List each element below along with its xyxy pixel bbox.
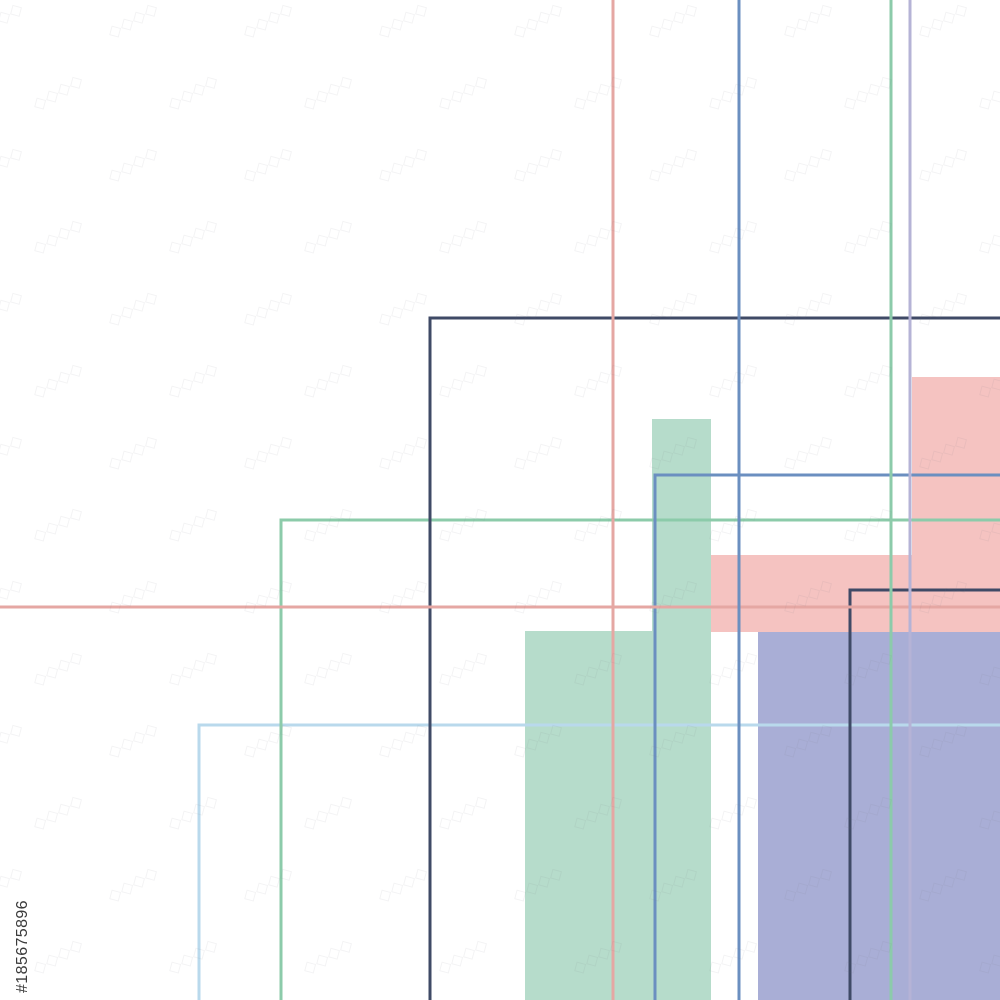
light-blue-frame [197,723,1000,1000]
periwinkle-block [758,632,1000,1000]
stock-id-text: #185675896 [14,900,31,993]
mint-frame [279,518,1000,1000]
navy-inner-frame [848,588,1000,1000]
navy-frame [428,316,1000,1000]
pink-block-band [711,555,1000,632]
mint-block-wide [525,631,711,1000]
steel-blue-frame [653,473,1000,1000]
